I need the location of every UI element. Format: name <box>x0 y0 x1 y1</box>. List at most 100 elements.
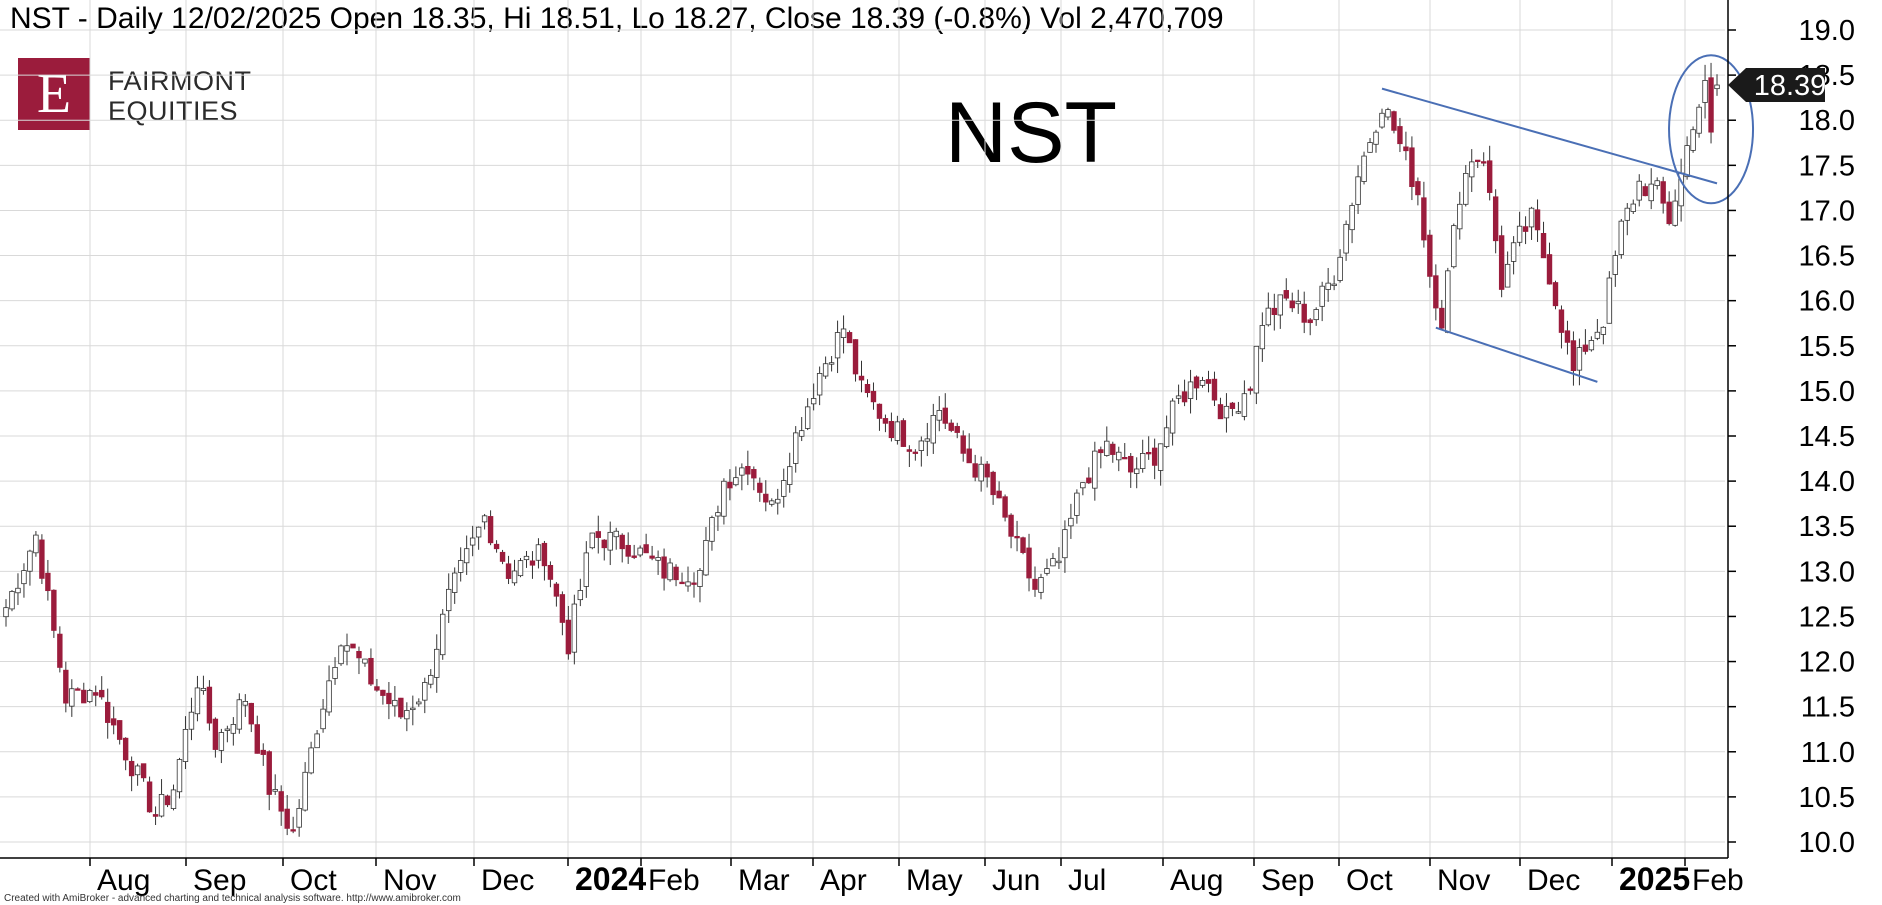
candle <box>224 725 231 743</box>
candle <box>1373 129 1379 153</box>
candle-body <box>350 643 356 649</box>
candle <box>846 330 853 344</box>
candle <box>1205 370 1212 393</box>
candle-body <box>1068 517 1074 527</box>
candle <box>673 564 679 587</box>
candle-body <box>493 543 500 550</box>
candle-body <box>39 539 45 579</box>
candle <box>254 715 260 754</box>
candle-body <box>368 657 374 685</box>
x-tick-label: Nov <box>383 864 436 897</box>
candle-body <box>1475 159 1481 163</box>
candle-body <box>463 548 470 564</box>
candle-body <box>1241 393 1248 417</box>
candle <box>499 549 506 565</box>
candle-body <box>1696 106 1702 134</box>
candle <box>164 794 171 808</box>
fairmont-logo: E FAIRMONT EQUITIES <box>18 58 251 132</box>
candle-body <box>894 421 901 441</box>
candle-body <box>1690 129 1696 151</box>
candle <box>1552 280 1559 310</box>
candle <box>1504 251 1511 288</box>
candle <box>709 515 715 551</box>
candle <box>487 510 494 546</box>
candle <box>798 417 805 442</box>
candle <box>1397 117 1403 153</box>
candle <box>248 702 254 733</box>
candle-body <box>966 448 972 464</box>
candle-body <box>475 526 482 538</box>
candle <box>374 678 380 692</box>
candle-body <box>93 692 99 696</box>
candle <box>362 658 368 667</box>
candle <box>984 461 990 488</box>
candle <box>446 573 452 624</box>
candle <box>1002 494 1008 522</box>
candle-body <box>344 645 350 652</box>
candle-body <box>864 383 871 394</box>
candle <box>404 702 410 732</box>
candle-body <box>81 689 87 704</box>
candle-body <box>128 760 135 777</box>
candle <box>1486 145 1493 201</box>
candle <box>140 763 147 782</box>
grid-lines <box>0 0 1725 858</box>
candle <box>1307 318 1313 336</box>
candle <box>1624 203 1630 236</box>
candle <box>1193 375 1200 401</box>
candle <box>1403 131 1409 161</box>
candle-body <box>1385 109 1391 118</box>
candle-body <box>212 718 219 750</box>
candle-body <box>487 516 494 544</box>
x-tick-label: May <box>906 864 963 897</box>
candle-body <box>152 814 159 817</box>
candle <box>451 567 458 604</box>
candle-body <box>1169 400 1176 434</box>
candle-body <box>1582 344 1589 352</box>
candle <box>45 559 51 601</box>
x-tick-label: Feb <box>648 864 700 897</box>
candle-body <box>1211 378 1218 401</box>
candle <box>1032 566 1038 597</box>
candle-body <box>1457 203 1463 230</box>
candle-body <box>1217 404 1224 420</box>
candle-body <box>27 550 33 572</box>
candle <box>1295 289 1301 314</box>
candle <box>1660 176 1666 214</box>
candle-body <box>1433 275 1439 309</box>
candle-body <box>637 547 643 556</box>
candle-body <box>589 532 595 549</box>
candle <box>416 698 422 707</box>
candle <box>685 566 691 592</box>
candle <box>649 545 655 561</box>
candle-body <box>1373 131 1379 145</box>
candle <box>1636 174 1642 207</box>
candle-body <box>51 589 57 631</box>
candle-body <box>1283 290 1289 299</box>
logo-line1: FAIRMONT <box>108 66 252 96</box>
candle <box>230 717 237 746</box>
candle <box>1528 206 1535 240</box>
candle <box>852 339 859 382</box>
candle-body <box>260 749 266 755</box>
candle <box>350 643 356 649</box>
candle <box>212 717 219 758</box>
candle <box>206 680 213 731</box>
candle-body <box>541 542 548 567</box>
candle-body <box>200 687 207 692</box>
candle-body <box>1325 282 1331 290</box>
candle-body <box>936 410 942 421</box>
candle-body <box>1008 514 1014 537</box>
candle <box>1696 104 1702 138</box>
candle-body <box>757 482 763 493</box>
price-tag-label: 18.39 <box>1754 70 1827 102</box>
candle <box>326 665 332 716</box>
candle-body <box>1128 455 1134 473</box>
candle <box>781 468 787 508</box>
candle-body <box>870 390 877 403</box>
candle <box>290 816 296 834</box>
candle <box>1044 558 1050 576</box>
candle-body <box>1193 376 1200 389</box>
candle <box>1534 199 1541 242</box>
candle-body <box>781 480 787 497</box>
